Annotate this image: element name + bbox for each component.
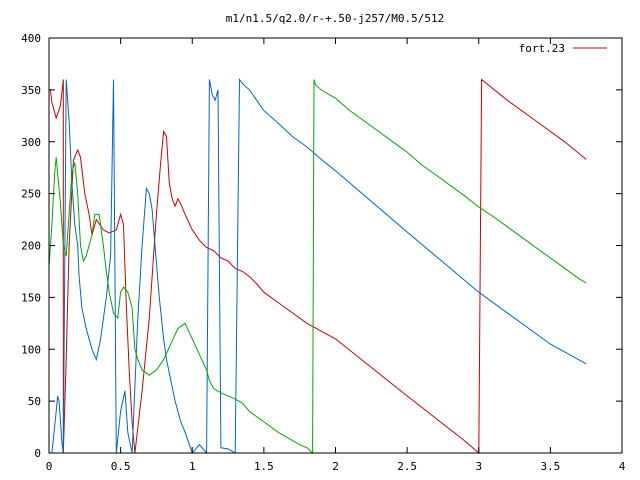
series-layer	[48, 77, 587, 455]
x-tick-label: 2	[332, 460, 339, 473]
y-tick-label: 200	[21, 240, 41, 253]
y-tick-label: 350	[21, 84, 41, 97]
x-tick-label: 3	[475, 460, 482, 473]
series-line-3	[48, 79, 587, 455]
x-tick-label: 4	[619, 460, 626, 473]
y-tick-label: 300	[21, 136, 41, 149]
y-tick-label: 100	[21, 343, 41, 356]
x-tick-label: 1	[189, 460, 196, 473]
y-tick-label: 0	[34, 447, 41, 460]
axes-layer: 0 0.5 1 1.5 2 2.5 3 3.5 4 0 50 100 150 200 250 300 350 40…	[21, 32, 626, 473]
legend: fort.23	[519, 42, 607, 55]
series-line-2	[49, 77, 587, 455]
y-tick-label: 50	[28, 395, 41, 408]
y-tick-label: 400	[21, 32, 41, 45]
x-tick-label: 3.5	[540, 460, 560, 473]
x-tick-label: 1.5	[254, 460, 274, 473]
chart-title: m1/n1.5/q2.0/r-+.50-j257/M0.5/512	[226, 12, 445, 25]
x-tick-label: 0	[46, 460, 53, 473]
x-tick-label: 2.5	[397, 460, 417, 473]
x-tick-label: 0.5	[111, 460, 131, 473]
legend-label: fort.23	[519, 42, 565, 55]
y-tick-label: 250	[21, 188, 41, 201]
y-tick-label: 150	[21, 291, 41, 304]
series-line-1	[49, 78, 587, 455]
